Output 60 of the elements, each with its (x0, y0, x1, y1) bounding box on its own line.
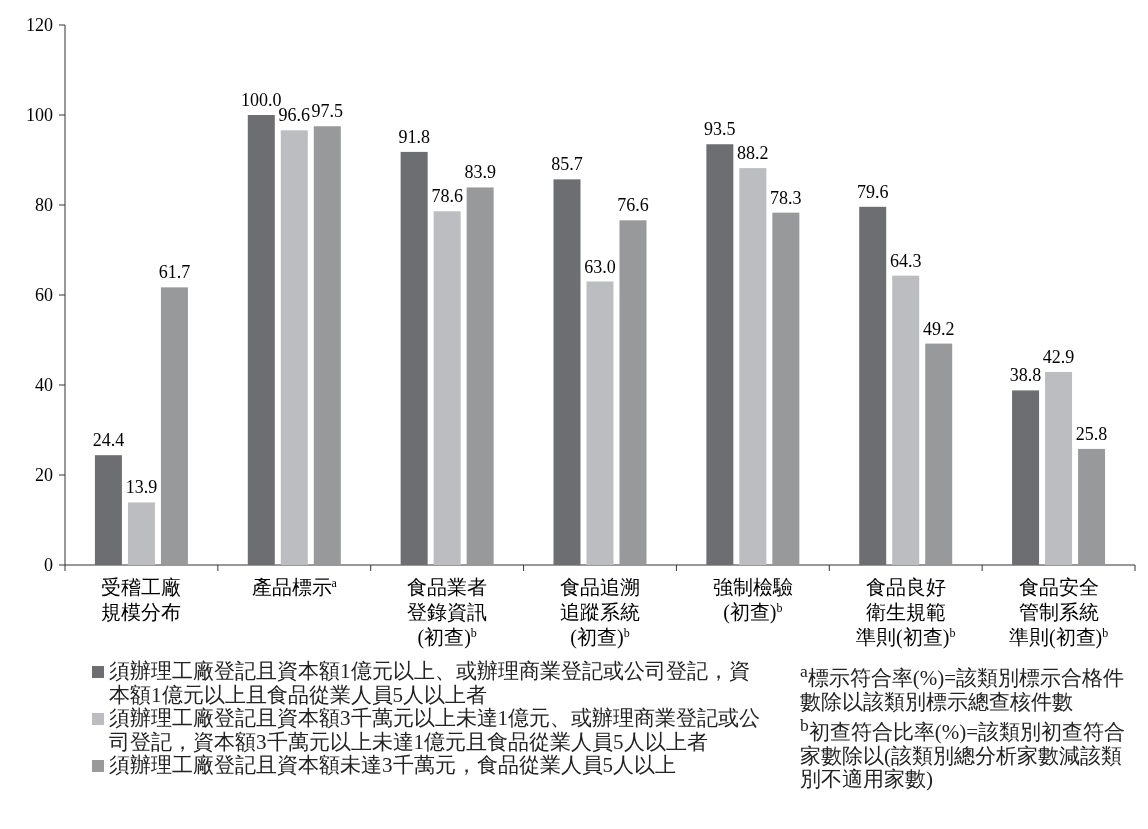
bar (160, 287, 188, 565)
data-label: 24.4 (92, 430, 125, 451)
data-label: 85.7 (551, 154, 583, 175)
data-label: 78.3 (770, 187, 802, 208)
bar (925, 343, 953, 565)
data-label: 93.5 (704, 119, 736, 140)
x-tick-label: 食品追溯追蹤系統(初查)$^{b}$ (560, 576, 640, 649)
bar (739, 168, 767, 565)
legend-label: 須辦理工廠登記且資本額1億元以上、或辦理商業登記或公司登記，資本額1億元以上且食品從業人員5人以上者 (109, 659, 750, 707)
data-label: 13.9 (125, 477, 158, 498)
data-label: 42.9 (1042, 346, 1075, 367)
y-tick-label: 100 (26, 105, 53, 125)
data-label: 78.6 (431, 186, 463, 207)
bar (892, 275, 920, 565)
y-tick-label: 60 (35, 285, 53, 305)
bar (619, 220, 647, 565)
bar (1078, 448, 1106, 565)
data-label: 25.8 (1075, 423, 1108, 444)
data-label: 38.8 (1009, 365, 1042, 386)
y-tick-label: 40 (35, 375, 53, 395)
bar (94, 455, 122, 565)
bar (280, 130, 308, 565)
legend-label: 須辦理工廠登記且資本額3千萬元以上未達1億元、或辦理商業登記或公司登記，資本額3千萬元以上未達1億元且食品從業人員5人以上者 (109, 706, 760, 754)
x-tick-label: 食品業者登錄資訊(初查)$^{b}$ (407, 576, 488, 649)
data-label: 91.8 (398, 126, 430, 147)
bar (859, 206, 887, 565)
data-label: 76.6 (617, 195, 649, 216)
bar (433, 211, 461, 565)
bar (247, 115, 275, 565)
bar (553, 179, 581, 565)
bar (466, 187, 494, 565)
data-label: 61.7 (158, 262, 191, 283)
x-tick-label: 產品標示$^{a}$ (251, 576, 338, 598)
data-label: 97.5 (311, 101, 344, 122)
bar (706, 144, 734, 565)
x-tick-label: 食品安全管制系統準則(初查)$^{b}$ (1008, 576, 1109, 649)
bar (1045, 371, 1073, 565)
bar (1012, 390, 1040, 565)
data-label: 79.6 (856, 181, 889, 202)
text: $^{b}$初查符合比率(%)=該類別初查符合家數除以(該類別總分析家數減該類別不適用家數) (800, 714, 1127, 792)
data-label: 63.0 (584, 256, 616, 277)
x-tick-label: 受稽工廠規模分布 (101, 576, 182, 623)
data-label: 64.3 (889, 250, 922, 271)
bar (400, 151, 428, 565)
data-label: 83.9 (464, 162, 496, 183)
y-tick-label: 80 (35, 195, 53, 215)
bar (586, 281, 614, 565)
y-tick-label: 120 (26, 15, 53, 35)
y-tick-label: 0 (44, 555, 53, 575)
bar (772, 212, 800, 565)
x-tick-label: 強制檢驗(初查)$^{b}$ (712, 576, 793, 624)
data-label: 96.6 (278, 105, 311, 126)
bar (127, 502, 155, 565)
legend-label: 須辦理工廠登記且資本額未達3千萬元，食品從業人員5人以上 (109, 753, 676, 777)
bar (313, 126, 341, 565)
data-label: 88.2 (737, 143, 769, 164)
x-tick-label: 食品良好衛生規範準則(初查)$^{b}$ (856, 576, 956, 649)
y-tick-label: 20 (35, 465, 53, 485)
data-label: 49.2 (922, 318, 955, 339)
text: $^{a}$標示符合率(%)=該類別標示合格件數除以該類別標示總查核件數 (800, 660, 1126, 714)
